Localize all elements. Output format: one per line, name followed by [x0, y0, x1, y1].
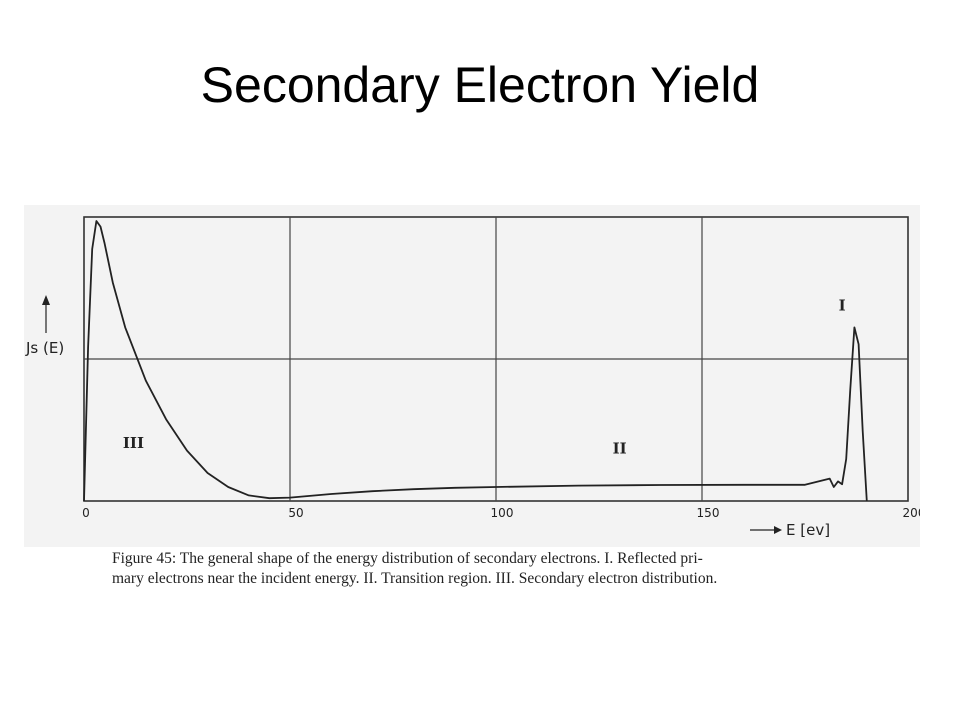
grid-layer	[83, 216, 909, 502]
slide-title: Secondary Electron Yield	[200, 57, 760, 113]
region-label-1: I	[839, 297, 846, 315]
figure-caption: Figure 45: The general shape of the ener…	[112, 549, 852, 589]
x-tick-label-200: 200	[903, 506, 920, 520]
x-tick-label-100: 100	[491, 506, 514, 520]
y-axis-label: Js (E)	[25, 339, 64, 357]
distribution-curve	[83, 220, 868, 502]
x-axis-arrowhead	[774, 526, 782, 534]
caption-line-2: mary electrons near the incident energy.…	[112, 570, 718, 587]
curve-layer	[83, 220, 868, 502]
x-tick-label-150: 150	[697, 506, 720, 520]
x-tick-label-50: 50	[288, 506, 303, 520]
caption-line-1: Figure 45: The general shape of the ener…	[112, 550, 703, 567]
y-axis-arrowhead	[42, 295, 50, 305]
x-axis-label: E [ev]	[786, 521, 830, 539]
x-tick-label-0: 0	[82, 506, 90, 520]
region-label-3: III	[123, 434, 144, 452]
region-label-2: II	[613, 439, 627, 457]
